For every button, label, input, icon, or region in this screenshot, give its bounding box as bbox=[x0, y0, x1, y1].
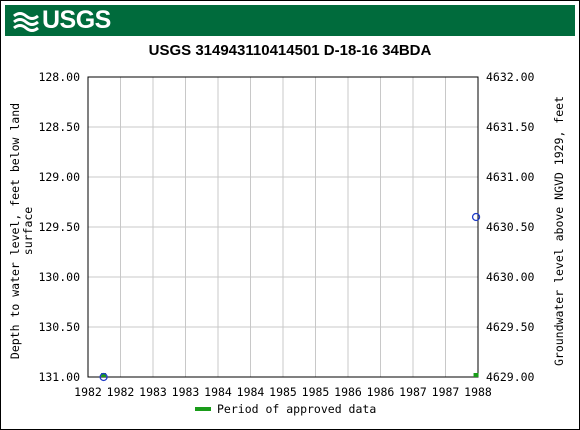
x-tick-label: 1983 bbox=[139, 385, 167, 399]
usgs-logo-text: USGS bbox=[42, 6, 111, 34]
right-axis-label: Groundwater level above NGVD 1929, feet bbox=[552, 96, 566, 366]
approved-period-mark bbox=[473, 373, 479, 377]
data-point bbox=[471, 212, 481, 222]
left-tick-label: 130.50 bbox=[38, 320, 80, 334]
x-tick-label: 1988 bbox=[464, 385, 492, 399]
left-axis-label-line1: Depth to water level, feet below land bbox=[8, 103, 22, 359]
left-axis: 128.00 128.50 129.00 129.50 130.00 130.50 131.… bbox=[38, 70, 80, 384]
usgs-logo[interactable]: USGS bbox=[13, 6, 111, 34]
x-tick-label: 1982 bbox=[74, 385, 102, 399]
x-tick-label: 1987 bbox=[432, 385, 460, 399]
plot-border bbox=[87, 76, 479, 378]
legend-label: Period of approved data bbox=[217, 402, 377, 416]
left-tick-label: 131.00 bbox=[38, 370, 80, 384]
right-tick-label: 4631.50 bbox=[486, 120, 535, 134]
data-marks bbox=[99, 212, 481, 382]
left-tick-label: 128.50 bbox=[38, 120, 80, 134]
x-tick-label: 1986 bbox=[334, 385, 362, 399]
x-tick-label: 1985 bbox=[302, 385, 330, 399]
right-tick-label: 4631.00 bbox=[486, 170, 535, 184]
right-tick-label: 4630.50 bbox=[486, 220, 535, 234]
x-axis: 1982 1982 1983 1983 1984 1984 1985 1985 1986 1986… bbox=[74, 385, 492, 399]
right-axis: 4632.00 4631.50 4631.00 4630.50 4630.00 4629.… bbox=[486, 70, 535, 384]
grid bbox=[88, 77, 478, 377]
left-tick-label: 129.00 bbox=[38, 170, 80, 184]
x-tick-label: 1986 bbox=[367, 385, 395, 399]
usgs-banner: USGS bbox=[5, 5, 575, 36]
legend: Period of approved data bbox=[195, 402, 376, 416]
x-tick-label: 1987 bbox=[399, 385, 427, 399]
x-tick-label: 1985 bbox=[269, 385, 297, 399]
left-tick-label: 128.00 bbox=[38, 70, 80, 84]
x-tick-label: 1983 bbox=[172, 385, 200, 399]
usgs-wave-icon bbox=[13, 11, 39, 32]
data-point bbox=[99, 372, 108, 382]
x-tick-label: 1982 bbox=[107, 385, 135, 399]
chart-title: USGS 314943110414501 D-18-16 34BDA bbox=[148, 42, 432, 59]
left-axis-label-line2: surface bbox=[21, 207, 35, 256]
right-tick-label: 4632.00 bbox=[486, 70, 535, 84]
right-tick-label: 4629.50 bbox=[486, 320, 535, 334]
legend-swatch bbox=[195, 407, 211, 411]
x-tick-label: 1984 bbox=[237, 385, 265, 399]
x-tick-label: 1984 bbox=[204, 385, 232, 399]
left-tick-label: 129.50 bbox=[38, 220, 80, 234]
right-tick-label: 4630.00 bbox=[486, 270, 535, 284]
left-tick-label: 130.00 bbox=[38, 270, 80, 284]
approved-period-mark bbox=[101, 373, 107, 377]
right-tick-label: 4629.00 bbox=[486, 370, 535, 384]
